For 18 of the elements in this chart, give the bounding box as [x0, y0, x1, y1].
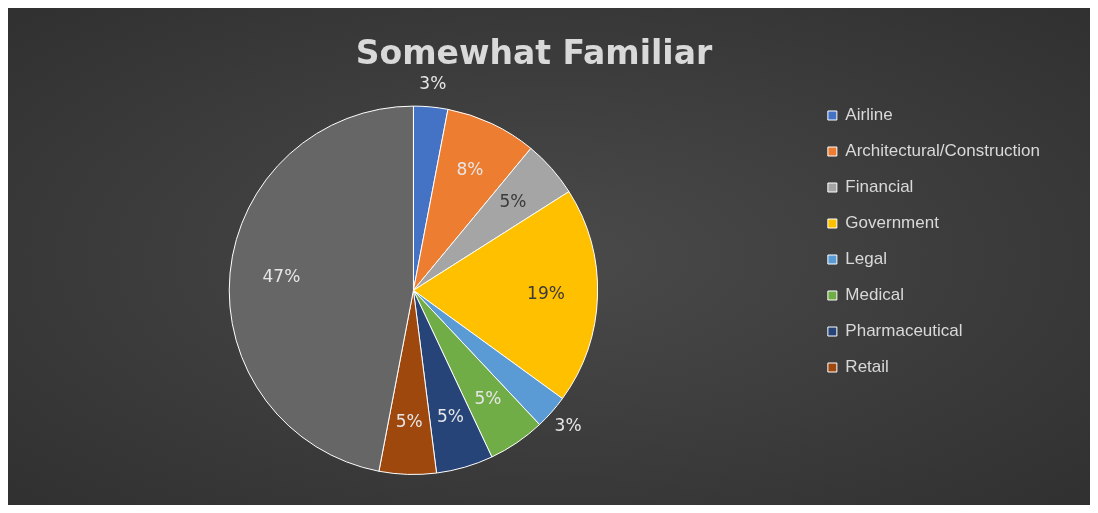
data-label: 47% [262, 266, 301, 287]
legend-label: Government [845, 213, 940, 233]
data-label: 3% [554, 415, 582, 436]
data-label: 5% [436, 406, 464, 427]
legend-label: Architectural/Construction [845, 141, 1040, 161]
legend-label: Legal [845, 249, 887, 269]
legend-label: Airline [845, 105, 893, 125]
legend-label: Medical [845, 285, 904, 305]
legend-label: Pharmaceutical [845, 321, 963, 341]
chart-title: Somewhat Familiar [355, 33, 713, 73]
data-label: 19% [527, 282, 565, 303]
legend-label: Retail [845, 357, 889, 377]
data-label: 5% [499, 191, 527, 212]
data-label: 8% [456, 158, 484, 179]
legend-label: Financial [845, 177, 914, 197]
data-label: 5% [474, 388, 502, 409]
data-label: 3% [419, 73, 447, 94]
data-label: 5% [395, 411, 423, 432]
